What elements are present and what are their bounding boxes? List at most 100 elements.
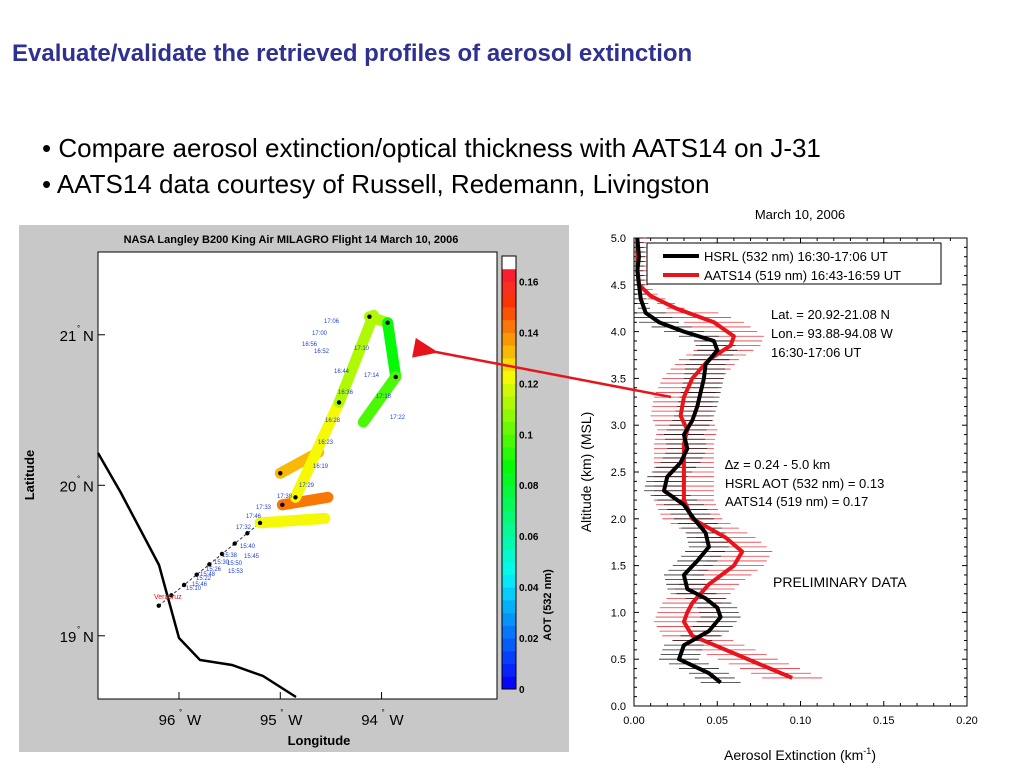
track-point (194, 572, 199, 577)
y-tick-label: 2.0 (611, 514, 626, 526)
aot-track-segment (254, 512, 331, 529)
y-tick-label: 3.5 (611, 373, 626, 385)
track-time-label: 16:44 (334, 369, 350, 375)
colorbar-cell (502, 370, 516, 384)
coastline-path (96, 452, 297, 699)
y-tick-label: 1.5 (611, 561, 626, 573)
bullet-list: • Compare aerosol extinction/optical thi… (42, 130, 821, 202)
track-time-label: 17:38 (277, 494, 293, 500)
bullet-item: • AATS14 data courtesy of Russell, Redem… (42, 169, 710, 199)
colorbar-cell (502, 459, 516, 473)
colorbar-tick-label: 0.08 (519, 481, 539, 492)
colorbar-cell (502, 663, 516, 677)
track-time-label: 17:00 (312, 331, 328, 337)
legend-box (646, 242, 942, 285)
track-point (232, 541, 237, 546)
colorbar-tick-label: 0.04 (519, 583, 539, 594)
colorbar-cell (502, 523, 516, 537)
colorbar-cell (502, 612, 516, 626)
y-tick-label: 0.0 (611, 701, 626, 713)
track-time-label: 16:56 (302, 342, 318, 348)
profile-y-axis-label: Altitude (km) (MSL) (578, 412, 594, 533)
map-axes: 96 ° W 95 ° W 94 ° W21 ° N20 ° N19 ° N (60, 324, 405, 729)
track-point (393, 374, 398, 380)
map-y-tick-suffix: N (83, 478, 94, 495)
track-point (169, 593, 174, 598)
colorbar-tick-label: 0 (519, 685, 525, 696)
flight-map-panel: NASA Langley B200 King Air MILAGRO Fligh… (19, 225, 569, 752)
annotation-lat: Lat. = 20.92-21.08 N (771, 307, 890, 322)
colorbar-cell (502, 281, 516, 295)
track-time-label: 16:36 (338, 390, 354, 396)
track-time-label: 16:23 (318, 440, 334, 446)
track-point (257, 520, 263, 526)
coastline (96, 452, 297, 699)
colorbar-tick-label: 0.06 (519, 532, 539, 543)
track-point (245, 531, 250, 536)
colorbar-cell (502, 638, 516, 652)
colorbar-tick-label: 0.1 (519, 430, 533, 441)
y-tick-label: 2.5 (611, 467, 626, 479)
track-point (156, 603, 161, 608)
map-y-tick-label: 19 (60, 629, 77, 646)
y-tick-label: 4.5 (611, 280, 626, 292)
profile-x-axis-label-sup: -1 (863, 746, 871, 756)
track-time-label: 17:10 (354, 346, 370, 352)
annotation-lon: Lon.= 93.88-94.08 W (771, 326, 894, 341)
map-y-axis-label: Latitude (22, 450, 37, 501)
map-y-tick-label: 21 (60, 328, 77, 345)
slide-title: Evaluate/validate the retrieved profiles… (12, 40, 693, 67)
annotation-aats14-aot: AATS14 (519 nm) = 0.17 (725, 494, 868, 509)
track-time-label: 17:14 (364, 373, 380, 379)
y-tick-label: 4.0 (611, 327, 626, 339)
profile-legend: HSRL (532 nm) 16:30-17:06 UT AATS14 (519… (646, 242, 942, 285)
legend-aats14-label: AATS14 (519 nm) 16:43-16:59 UT (704, 268, 901, 283)
track-point (280, 502, 285, 508)
x-tick-label: 0.15 (873, 715, 894, 727)
y-tick-label: 0.5 (611, 654, 626, 666)
colorbar-cell (502, 548, 516, 563)
track-point (367, 314, 372, 319)
colorbar-frame (501, 255, 517, 690)
degree-symbol: ° (382, 708, 385, 717)
colorbar-cell (502, 574, 516, 588)
track-time-label: 17:06 (324, 319, 340, 325)
track-time-label: 15:22 (196, 576, 212, 582)
colorbar-tick-label: 0.02 (519, 634, 539, 645)
track-point (278, 471, 283, 476)
track-time-label: 15:38 (222, 553, 238, 559)
annotation-hsrl-aot: HSRL AOT (532 nm) = 0.13 (725, 476, 884, 491)
preliminary-data-label: PRELIMINARY DATA (773, 574, 907, 590)
track-time-label: Veracruz (154, 594, 182, 601)
annotation-altitude-range: ∆z = 0.24 - 5.0 km (725, 457, 830, 472)
colorbar-cell (502, 510, 516, 524)
map-x-axis-label: Longitude (288, 733, 351, 748)
flight-track (156, 309, 402, 608)
degree-symbol: ° (280, 708, 283, 717)
x-tick-label: 0.10 (790, 715, 811, 727)
location-annotation: Lat. = 20.92-21.08 N Lon.= 93.88-94.08 W… (771, 307, 894, 360)
altitude-range-text: z = 0.24 - 5.0 km (733, 457, 830, 472)
colorbar-cell (502, 625, 516, 639)
track-time-label: 15:26 (206, 567, 222, 573)
aot-annotation: ∆z = 0.24 - 5.0 km HSRL AOT (532 nm) = 0… (725, 457, 884, 509)
track-time-label: 15:40 (240, 544, 256, 550)
aats14-profile-line (635, 238, 793, 680)
colorbar-cell (502, 676, 516, 690)
map-y-tick-suffix: N (83, 629, 94, 646)
delta-symbol: ∆ (725, 457, 733, 472)
colorbar-cell (502, 485, 516, 499)
profile-x-axis-label-main: Aerosol Extinction (km (724, 747, 863, 763)
colorbar-cell (502, 434, 516, 448)
track-point (207, 562, 212, 567)
track-point (293, 495, 298, 500)
colorbar-cell (502, 332, 516, 346)
track-time-label: 16:52 (314, 349, 330, 355)
track-time-label: 15:30 (214, 560, 230, 566)
aot-track-segment (357, 371, 402, 428)
degree-symbol: ° (179, 708, 182, 717)
track-time-label: 15:46 (192, 582, 208, 588)
colorbar-tick-label: 0.12 (519, 379, 539, 390)
track-time-label: 15:48 (200, 572, 216, 578)
track-point (181, 582, 187, 588)
